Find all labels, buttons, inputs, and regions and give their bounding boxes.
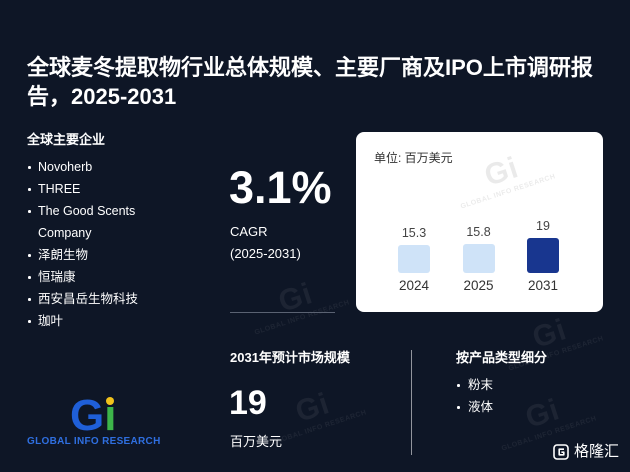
bullet-icon	[28, 276, 31, 279]
company-name: 恒瑞康	[38, 270, 76, 284]
bullet-icon	[28, 166, 31, 169]
market-size-heading: 2031年预计市场规模	[230, 350, 350, 365]
company-logo: Gi GLOBAL INFO RESEARCH	[27, 394, 167, 450]
bullet-icon	[28, 210, 31, 213]
bullet-icon	[28, 298, 31, 301]
list-item: 粉末	[456, 374, 588, 396]
company-name: 西安昌岳生物科技	[38, 292, 139, 306]
company-name: 泽朗生物	[38, 248, 89, 262]
chart-card: Gi GLOBAL INFO RESEARCH 单位: 百万美元 15.3 202…	[356, 132, 603, 312]
vertical-divider	[411, 350, 412, 455]
bar-2031	[527, 238, 559, 273]
company-name: 珈叶	[38, 314, 64, 328]
list-item: 液体	[456, 396, 588, 418]
segment-name: 液体	[468, 400, 494, 414]
market-size-unit: 百万美元	[230, 434, 283, 449]
logo-name: GLOBAL INFO RESEARCH	[27, 436, 161, 447]
watermark-mark: Gi	[274, 276, 317, 319]
bullet-icon	[457, 406, 460, 409]
page-title: 全球麦冬提取物行业总体规模、主要厂商及IPO上市调研报告，2025-2031	[27, 55, 593, 109]
divider	[230, 312, 335, 313]
bar-value-label: 15.8	[466, 224, 491, 239]
market-size-value: 19	[229, 384, 267, 422]
list-item: Novoherb	[27, 156, 143, 178]
bar-value-label: 15.3	[401, 225, 427, 240]
list-item: 恒瑞康	[27, 266, 143, 288]
companies-heading: 全球主要企业	[27, 132, 106, 147]
watermark-mark: Gi	[291, 386, 334, 429]
x-tick-label: 2031	[527, 278, 559, 293]
bullet-icon	[28, 320, 31, 323]
gelonghui-logo-icon	[553, 444, 569, 460]
company-name: Novoherb	[38, 160, 93, 174]
list-item: 泽朗生物	[27, 244, 143, 266]
companies-list: Novoherb THREE The Good Scents Company 泽…	[27, 156, 143, 332]
x-tick-label: 2024	[398, 278, 430, 293]
company-name: The Good Scents Company	[38, 204, 136, 240]
logo-dot-icon	[106, 397, 114, 405]
cagr-label: CAGR	[230, 224, 268, 239]
chart-unit-label: 单位: 百万美元	[374, 151, 453, 165]
brand-name: 格隆汇	[574, 443, 620, 460]
bullet-icon	[457, 384, 460, 387]
bar-2024	[398, 244, 430, 273]
segment-name: 粉末	[468, 378, 494, 392]
bar-chart: 15.3 2024 15.8 2025 19 2031	[356, 132, 603, 312]
list-item: The Good Scents Company	[27, 200, 143, 244]
list-item: THREE	[27, 178, 143, 200]
cagr-value: 3.1%	[229, 162, 332, 213]
segments-heading: 按产品类型细分	[456, 350, 548, 365]
company-name: THREE	[38, 182, 81, 196]
watermark: Gi GLOBAL INFO RESEARCH	[488, 301, 616, 382]
x-tick-label: 2025	[463, 278, 494, 293]
bullet-icon	[28, 254, 31, 257]
watermark-text: GLOBAL INFO RESEARCH	[253, 299, 351, 337]
brand-logo: 格隆汇	[553, 443, 623, 461]
bar-2025	[462, 243, 495, 273]
watermark: Gi GLOBAL INFO RESEARCH	[234, 265, 362, 346]
list-item: 西安昌岳生物科技	[27, 288, 143, 310]
cagr-period: (2025-2031)	[230, 246, 301, 261]
segments-list: 粉末 液体	[456, 374, 588, 418]
list-item: 珈叶	[27, 310, 143, 332]
bullet-icon	[28, 188, 31, 191]
bar-value-label: 19	[536, 219, 550, 234]
